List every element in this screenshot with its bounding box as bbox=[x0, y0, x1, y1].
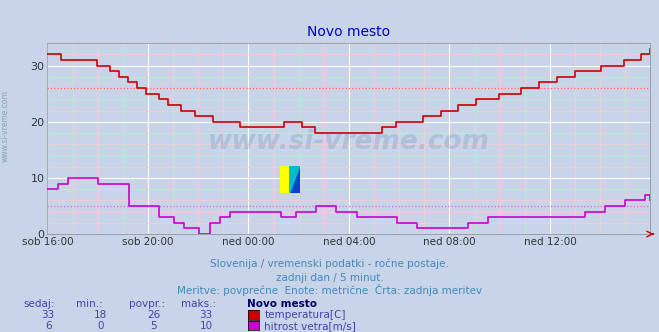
Text: zadnji dan / 5 minut.: zadnji dan / 5 minut. bbox=[275, 273, 384, 283]
Text: 18: 18 bbox=[94, 310, 107, 320]
Title: Novo mesto: Novo mesto bbox=[307, 25, 391, 39]
Text: sedaj:: sedaj: bbox=[23, 299, 55, 309]
Polygon shape bbox=[290, 166, 300, 193]
Text: 6: 6 bbox=[45, 321, 51, 331]
Text: 10: 10 bbox=[200, 321, 213, 331]
Text: Meritve: povprečne  Enote: metrične  Črta: zadnja meritev: Meritve: povprečne Enote: metrične Črta:… bbox=[177, 284, 482, 296]
Text: 33: 33 bbox=[200, 310, 213, 320]
Text: min.:: min.: bbox=[76, 299, 103, 309]
Text: 26: 26 bbox=[147, 310, 160, 320]
Text: www.si-vreme.com: www.si-vreme.com bbox=[208, 129, 490, 155]
Text: povpr.:: povpr.: bbox=[129, 299, 165, 309]
Text: www.si-vreme.com: www.si-vreme.com bbox=[1, 90, 10, 162]
Text: Novo mesto: Novo mesto bbox=[247, 299, 317, 309]
Text: hitrost vetra[m/s]: hitrost vetra[m/s] bbox=[264, 321, 356, 331]
Bar bbox=[290, 166, 300, 193]
Text: 33: 33 bbox=[42, 310, 55, 320]
Text: Slovenija / vremenski podatki - ročne postaje.: Slovenija / vremenski podatki - ročne po… bbox=[210, 259, 449, 269]
Text: 5: 5 bbox=[150, 321, 157, 331]
Text: temperatura[C]: temperatura[C] bbox=[264, 310, 346, 320]
Text: 0: 0 bbox=[98, 321, 104, 331]
Bar bbox=[280, 166, 290, 193]
Text: maks.:: maks.: bbox=[181, 299, 216, 309]
